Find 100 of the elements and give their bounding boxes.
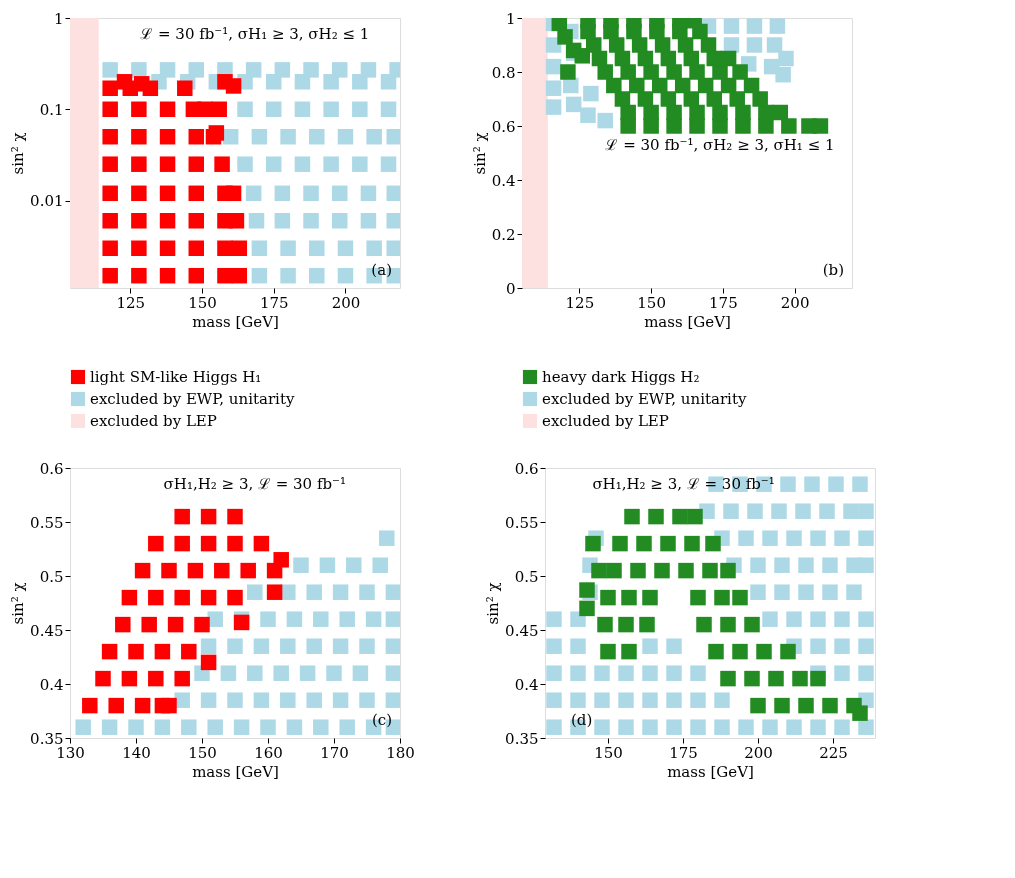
x-tick-label: 150 <box>594 743 623 762</box>
point <box>181 719 197 735</box>
y-tick-label: 0.4 <box>514 675 539 694</box>
x-tick-label: 200 <box>744 743 773 762</box>
point <box>121 589 138 606</box>
point <box>385 638 400 654</box>
point <box>769 18 786 34</box>
point <box>200 692 217 708</box>
point <box>167 616 184 633</box>
point <box>200 535 217 552</box>
point <box>306 584 322 600</box>
point <box>174 670 190 687</box>
point <box>159 185 176 202</box>
point <box>134 697 151 714</box>
point <box>766 37 783 53</box>
x-axis-title: mass [GeV] <box>644 312 731 331</box>
point <box>756 643 772 660</box>
point <box>227 692 243 708</box>
point <box>253 692 270 708</box>
point <box>225 185 242 202</box>
x-tick-label: 150 <box>188 743 217 762</box>
y-tick-label: 0.55 <box>30 513 64 532</box>
point <box>214 562 230 579</box>
point <box>102 213 118 229</box>
point <box>286 611 303 627</box>
legend-label: light SM-like Higgs H₁ <box>90 368 262 386</box>
point <box>197 101 213 118</box>
legend-label: excluded by LEP <box>90 412 217 430</box>
annotation: σH₁,H₂ ≥ 3, ℒ = 30 fb⁻¹ <box>163 475 347 493</box>
point <box>768 670 784 687</box>
point <box>359 584 375 600</box>
point <box>636 535 652 552</box>
point <box>228 213 245 229</box>
point <box>332 638 349 654</box>
point <box>240 562 256 579</box>
legend-label: heavy dark Higgs H₂ <box>542 368 700 386</box>
point <box>852 705 868 721</box>
point <box>253 535 270 552</box>
point <box>639 616 655 633</box>
point <box>583 85 599 102</box>
point <box>313 611 329 627</box>
y-axis-title: sin² χ <box>470 132 489 175</box>
annotation: σH₁,H₂ ≥ 3, ℒ = 30 fb⁻¹ <box>592 475 775 493</box>
x-axis-title: mass [GeV] <box>667 762 754 781</box>
point <box>379 530 395 546</box>
point <box>131 213 147 229</box>
point <box>188 240 205 256</box>
point <box>217 267 233 284</box>
point <box>732 589 748 606</box>
point <box>720 562 736 579</box>
point <box>188 156 205 172</box>
x-tick-label: 150 <box>188 293 217 312</box>
point <box>161 562 177 579</box>
point <box>702 562 718 579</box>
legend-label: excluded by EWP, unitarity <box>542 390 747 408</box>
point <box>306 638 322 654</box>
point <box>108 697 124 714</box>
x-tick-label: 225 <box>819 743 848 762</box>
point <box>744 616 760 633</box>
point <box>654 562 670 579</box>
point <box>159 128 176 145</box>
point <box>580 107 596 123</box>
y-axis-title: sin² χ <box>9 582 28 625</box>
point <box>612 535 628 552</box>
point <box>101 643 118 660</box>
point <box>822 697 838 714</box>
point <box>545 80 562 96</box>
point <box>326 665 342 681</box>
point <box>585 535 601 552</box>
point <box>253 638 270 654</box>
point <box>600 643 616 660</box>
point <box>159 213 176 229</box>
point <box>385 665 400 681</box>
point <box>233 614 250 631</box>
point <box>148 589 164 606</box>
x-tick-label: 175 <box>669 743 698 762</box>
y-tick-label: 0.6 <box>514 459 539 478</box>
point <box>678 562 694 579</box>
point <box>115 616 131 633</box>
annotation: ℒ = 30 fb⁻¹, σH₁ ≥ 3, σH₂ ≤ 1 <box>140 25 370 43</box>
point <box>128 719 144 735</box>
x-tick-label: 170 <box>320 743 349 762</box>
point <box>775 66 791 83</box>
point <box>708 643 724 660</box>
y-axis-title: sin² χ <box>484 582 503 625</box>
point <box>642 589 658 606</box>
point <box>705 535 721 552</box>
point <box>128 643 144 660</box>
point <box>600 589 616 606</box>
point <box>299 665 316 681</box>
point <box>359 638 375 654</box>
point <box>188 185 205 202</box>
y-tick-label: 0.5 <box>514 567 539 586</box>
point <box>720 616 736 633</box>
point <box>672 508 688 525</box>
x-tick-label: 160 <box>254 743 283 762</box>
x-axis-title: mass [GeV] <box>192 762 279 781</box>
point <box>174 508 190 525</box>
point <box>225 78 242 94</box>
point <box>131 156 147 172</box>
